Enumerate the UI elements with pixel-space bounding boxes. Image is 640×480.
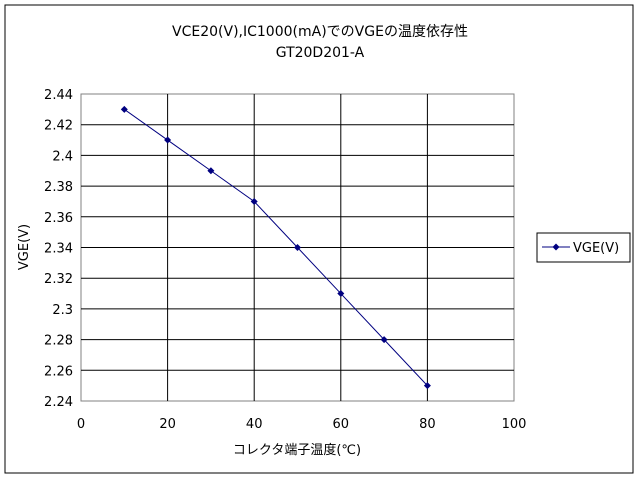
x-tick-label: 0 [77,417,85,432]
y-tick-label: 2.4 [52,149,73,164]
series-line [124,108,428,386]
legend-marker [552,243,560,251]
chart-subtitle: GT20D201-A [276,45,365,61]
y-tick-label: 2.3 [52,303,73,318]
y-tick-label: 2.44 [44,88,73,103]
chart-title: VCE20(V),IC1000(mA)でのVGEの温度依存性 [172,24,468,40]
x-tick-label: 20 [159,417,176,432]
legend-label: VGE(V) [573,241,619,256]
data-point-marker [337,290,345,298]
x-axis-tick-labels: 0 20 40 60 80 100 [77,417,527,432]
data-point-marker [164,136,172,144]
x-tick-label: 80 [419,417,436,432]
data-point-marker [207,167,215,175]
legend: VGE(V) [536,232,631,263]
y-tick-label: 2.36 [44,211,73,226]
data-point-marker [294,244,301,251]
x-axis-label: コレクタ端子温度(℃) [233,442,361,458]
y-axis-tick-labels: 2.24 2.26 2.28 2.3 2.32 2.34 2.36 2.38 2.4 2.42 2.… [44,88,73,410]
y-axis-label: VGE(V) [17,224,32,270]
data-point-marker [423,382,431,390]
data-point-marker [380,336,388,344]
data-point-marker [250,197,258,205]
y-tick-label: 2.42 [44,119,73,134]
y-tick-label: 2.38 [44,180,73,195]
grid-lines [81,94,514,401]
y-tick-label: 2.34 [44,242,73,257]
x-tick-label: 100 [502,417,527,432]
data-series [120,105,431,390]
x-tick-label: 40 [246,417,263,432]
y-tick-label: 2.26 [44,364,73,379]
data-point-marker [120,105,128,113]
x-tick-label: 60 [333,417,350,432]
y-tick-label: 2.24 [44,395,73,410]
y-tick-label: 2.28 [44,334,73,349]
y-tick-label: 2.32 [44,272,73,287]
